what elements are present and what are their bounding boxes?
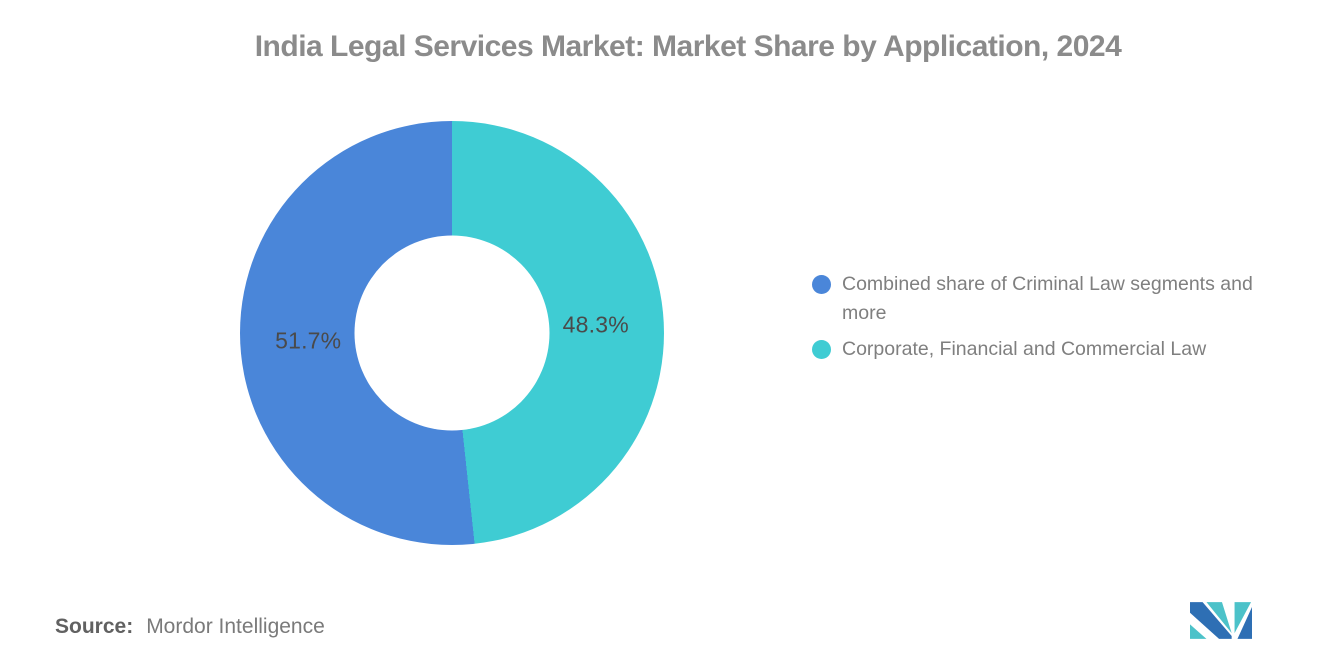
slice-label-criminal-law: 51.7% [275,327,342,354]
source-value: Mordor Intelligence [146,615,325,638]
legend-swatch-criminal-law-icon [812,275,831,294]
mordor-intelligence-logo [1190,601,1252,640]
slice-label-corporate-law: 48.3% [562,311,629,338]
legend-swatch-corporate-law-icon [812,340,831,359]
mordor-logo-mark-icon [1190,602,1252,639]
donut-chart: 51.7% 48.3% [240,121,664,545]
chart-title: India Legal Services Market: Market Shar… [254,30,1122,63]
donut-hole [354,235,550,431]
legend-label-criminal-law: Combined share of Criminal Law segments … [842,273,1253,324]
legend-item-criminal-law: Combined share of Criminal Law segments … [812,270,1282,328]
source-line: Source: Mordor Intelligence [55,615,325,639]
legend-item-corporate-law: Corporate, Financial and Commercial Law [812,335,1282,364]
legend: Combined share of Criminal Law segments … [812,270,1282,371]
source-label: Source: [55,615,134,638]
legend-label-corporate-law: Corporate, Financial and Commercial Law [842,338,1207,360]
